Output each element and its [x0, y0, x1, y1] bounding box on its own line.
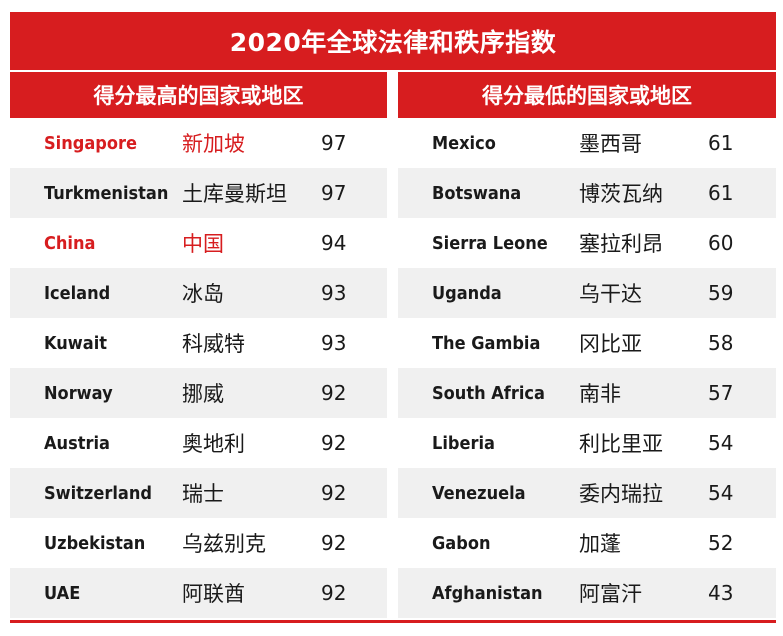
table-row: South Africa 南非 57	[398, 368, 776, 418]
score: 61	[708, 181, 734, 205]
score: 94	[321, 231, 347, 255]
country-name-en: The Gambia	[432, 332, 541, 354]
country-name-en: Iceland	[44, 282, 111, 304]
score: 92	[321, 481, 347, 505]
country-name-en: Venezuela	[432, 482, 526, 504]
index-table: 2020年全球法律和秩序指数 得分最高的国家或地区 Singapore 新加坡 …	[10, 12, 776, 623]
score: 97	[321, 131, 347, 155]
highest-scores-header: 得分最高的国家或地区	[10, 70, 387, 118]
score: 58	[708, 331, 734, 355]
country-name-zh: 科威特	[182, 332, 245, 356]
score: 59	[708, 281, 734, 305]
bottom-rule	[10, 620, 776, 623]
score: 52	[708, 531, 734, 555]
score: 97	[321, 181, 347, 205]
country-name-zh: 冰岛	[182, 282, 224, 306]
lowest-scores-rows: Mexico 墨西哥 61 Botswana 博茨瓦纳 61 Sierra Le…	[398, 118, 776, 618]
country-name-en: Uganda	[432, 282, 502, 304]
country-name-en: Norway	[44, 382, 113, 404]
country-name-zh: 博茨瓦纳	[579, 182, 663, 206]
table-row: Botswana 博茨瓦纳 61	[398, 168, 776, 218]
country-name-zh: 新加坡	[182, 132, 245, 156]
country-name-en: Kuwait	[44, 332, 107, 354]
table-row: Venezuela 委内瑞拉 54	[398, 468, 776, 518]
score: 92	[321, 531, 347, 555]
score: 43	[708, 581, 734, 605]
country-name-en: Afghanistan	[432, 582, 543, 604]
score: 92	[321, 381, 347, 405]
country-name-zh: 利比里亚	[579, 432, 663, 456]
country-name-zh: 阿富汗	[579, 582, 642, 606]
score: 92	[321, 581, 347, 605]
lowest-scores-column: 得分最低的国家或地区 Mexico 墨西哥 61 Botswana 博茨瓦纳 6…	[398, 70, 776, 623]
table-row: Singapore 新加坡 97	[10, 118, 387, 168]
country-name-en: Liberia	[432, 432, 495, 454]
table-row: Austria 奥地利 92	[10, 418, 387, 468]
country-name-zh: 阿联酋	[182, 582, 245, 606]
country-name-zh: 土库曼斯坦	[182, 182, 287, 206]
country-name-en: Austria	[44, 432, 110, 454]
table-row: Turkmenistan 土库曼斯坦 97	[10, 168, 387, 218]
country-name-zh: 委内瑞拉	[579, 482, 663, 506]
country-name-en: Uzbekistan	[44, 532, 146, 554]
country-name-en: Gabon	[432, 532, 491, 554]
score: 54	[708, 431, 734, 455]
score: 93	[321, 281, 347, 305]
score: 60	[708, 231, 734, 255]
table-row: Mexico 墨西哥 61	[398, 118, 776, 168]
table-row: Switzerland 瑞士 92	[10, 468, 387, 518]
score: 92	[321, 431, 347, 455]
highest-scores-column: 得分最高的国家或地区 Singapore 新加坡 97 Turkmenistan…	[10, 70, 387, 623]
table-row: Liberia 利比里亚 54	[398, 418, 776, 468]
table-row: Iceland 冰岛 93	[10, 268, 387, 318]
table-row: Kuwait 科威特 93	[10, 318, 387, 368]
table-title: 2020年全球法律和秩序指数	[10, 12, 776, 70]
table-row: Norway 挪威 92	[10, 368, 387, 418]
table-row: Uganda 乌干达 59	[398, 268, 776, 318]
country-name-en: Sierra Leone	[432, 232, 548, 254]
table-row: UAE 阿联酋 92	[10, 568, 387, 618]
country-name-zh: 塞拉利昂	[579, 232, 663, 256]
lowest-scores-header: 得分最低的国家或地区	[398, 70, 776, 118]
country-name-en: China	[44, 232, 96, 254]
country-name-zh: 冈比亚	[579, 332, 642, 356]
table-row: Gabon 加蓬 52	[398, 518, 776, 568]
country-name-zh: 中国	[182, 232, 224, 256]
country-name-en: South Africa	[432, 382, 545, 404]
country-name-zh: 乌干达	[579, 282, 642, 306]
table-row: Afghanistan 阿富汗 43	[398, 568, 776, 618]
highest-scores-rows: Singapore 新加坡 97 Turkmenistan 土库曼斯坦 97 C…	[10, 118, 387, 618]
score: 54	[708, 481, 734, 505]
country-name-zh: 奥地利	[182, 432, 245, 456]
table-row: The Gambia 冈比亚 58	[398, 318, 776, 368]
table-row: Uzbekistan 乌兹别克 92	[10, 518, 387, 568]
country-name-en: Singapore	[44, 132, 137, 154]
country-name-en: Switzerland	[44, 482, 152, 504]
table-row: China 中国 94	[10, 218, 387, 268]
country-name-zh: 南非	[579, 382, 621, 406]
score: 93	[321, 331, 347, 355]
country-name-zh: 墨西哥	[579, 132, 642, 156]
country-name-en: Botswana	[432, 182, 522, 204]
country-name-zh: 挪威	[182, 382, 224, 406]
table-row: Sierra Leone 塞拉利昂 60	[398, 218, 776, 268]
country-name-en: Turkmenistan	[44, 182, 169, 204]
country-name-en: UAE	[44, 582, 81, 604]
score: 61	[708, 131, 734, 155]
country-name-zh: 瑞士	[182, 482, 224, 506]
country-name-zh: 乌兹别克	[182, 532, 266, 556]
country-name-zh: 加蓬	[579, 532, 621, 556]
score: 57	[708, 381, 734, 405]
country-name-en: Mexico	[432, 132, 496, 154]
